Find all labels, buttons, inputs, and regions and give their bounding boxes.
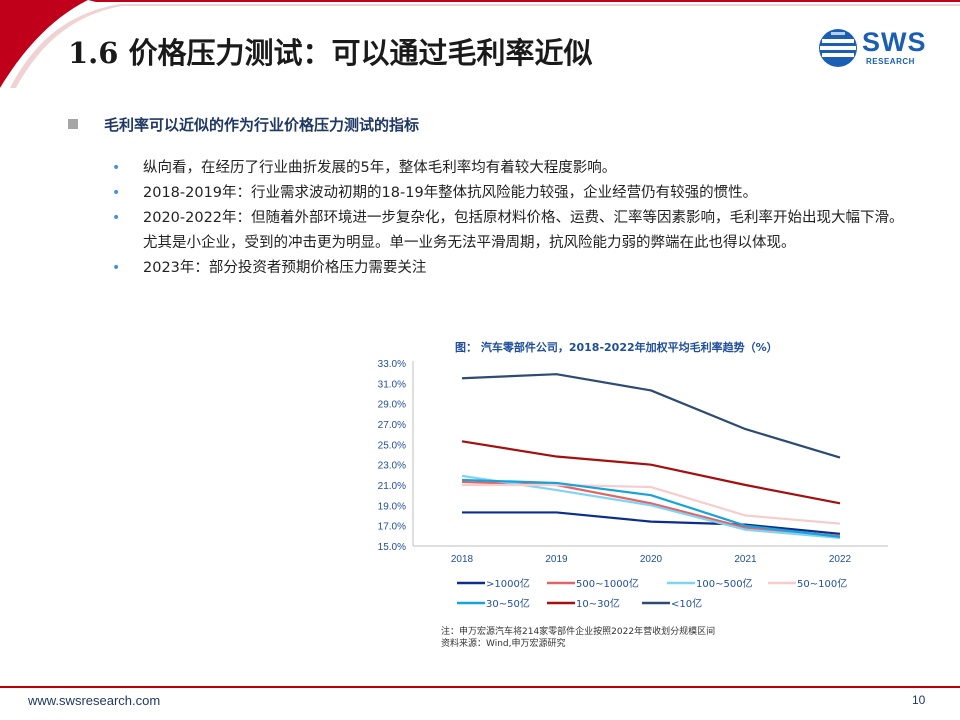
chart-title: 图： 汽车零部件公司，2018-2022年加权平均毛利率趋势（%）	[455, 341, 778, 354]
bullet-dot-icon: •	[112, 210, 121, 226]
x-tick-label: 2018	[451, 554, 474, 565]
sws-globe-icon	[819, 29, 857, 67]
legend-label: 500~1000亿	[576, 577, 639, 590]
margin-trend-chart: 15.0% 17.0% 19.0% 21.0% 23.0% 25.0% 27.0% 29.0%…	[378, 359, 888, 610]
header-background	[0, 0, 960, 88]
series-line	[462, 511, 841, 535]
bullet-item: • 2023年：部分投资者预期价格压力需要关注	[112, 256, 912, 281]
series-line	[462, 483, 841, 525]
y-tick-label: 25.0%	[378, 440, 406, 451]
legend-label: 50~100亿	[797, 577, 847, 590]
footer-divider	[0, 686, 960, 688]
logo-text: SWS	[862, 27, 927, 57]
footer-url[interactable]: www.swsresearch.com	[28, 693, 161, 708]
y-tick-label: 23.0%	[378, 461, 406, 472]
y-tick-label: 15.0%	[378, 542, 406, 553]
section-heading-text: 毛利率可以近似的作为行业价格压力测试的指标	[104, 116, 420, 134]
legend-label: <10亿	[671, 597, 702, 610]
x-tick-label: 2022	[829, 554, 852, 565]
x-tick-label: 2021	[734, 554, 757, 565]
sws-logo: SWS RESEARCH	[818, 26, 944, 70]
y-tick-label: 27.0%	[378, 420, 406, 431]
legend-label: 30~50亿	[486, 597, 530, 610]
y-tick-label: 31.0%	[378, 379, 406, 390]
legend-label: 10~30亿	[576, 597, 620, 610]
logo-subtext: RESEARCH	[866, 57, 915, 66]
bullet-text: 2018-2019年：行业需求波动初期的18-19年整体抗风险能力较强，企业经营…	[143, 185, 758, 201]
legend-label: 100~500亿	[696, 577, 753, 590]
chart-note-line: 注：申万宏源汽车将214家零部件企业按照2022年营收划分规模区间	[441, 627, 716, 637]
chart-source-line: 资料来源：Wind,申万宏源研究	[441, 639, 566, 649]
header-band: 1.6 价格压力测试：可以通过毛利率近似 SWS RESEARCH	[0, 0, 960, 88]
square-bullet-icon	[68, 119, 78, 129]
bullet-dot-icon: •	[112, 160, 121, 176]
legend-label: >1000亿	[486, 577, 530, 590]
x-tick-label: 2019	[545, 554, 568, 565]
y-tick-label: 29.0%	[378, 400, 406, 411]
series-line	[461, 440, 841, 505]
series-line	[461, 373, 841, 459]
bullet-item: • 2020-2022年：但随着外部环境进一步复杂化，包括原材料价格、运费、汇率…	[112, 206, 912, 256]
y-tick-label: 21.0%	[378, 481, 406, 492]
bullet-list: • 纵向看，在经历了行业曲折发展的5年，整体毛利率均有着较大程度影响。 • 20…	[112, 156, 912, 281]
page-title: 1.6 价格压力测试：可以通过毛利率近似	[68, 36, 593, 70]
bullet-text: 2020-2022年：但随着外部环境进一步复杂化，包括原材料价格、运费、汇率等因…	[143, 210, 904, 251]
bullet-item: • 2018-2019年：行业需求波动初期的18-19年整体抗风险能力较强，企业…	[112, 181, 912, 206]
series-line	[461, 478, 841, 538]
bullet-text: 纵向看，在经历了行业曲折发展的5年，整体毛利率均有着较大程度影响。	[143, 160, 617, 176]
x-tick-label: 2020	[640, 554, 663, 565]
chart-note: 注：申万宏源汽车将214家零部件企业按照2022年营收划分规模区间 资料来源：W…	[441, 626, 715, 650]
y-tick-label: 17.0%	[378, 522, 406, 533]
bullet-item: • 纵向看，在经历了行业曲折发展的5年，整体毛利率均有着较大程度影响。	[112, 156, 912, 181]
bullet-dot-icon: •	[112, 185, 121, 201]
bullet-dot-icon: •	[112, 260, 121, 276]
y-tick-label: 19.0%	[378, 501, 406, 512]
y-tick-label: 33.0%	[378, 359, 406, 370]
page-number: 10	[912, 693, 926, 707]
bullet-text: 2023年：部分投资者预期价格压力需要关注	[143, 260, 427, 276]
